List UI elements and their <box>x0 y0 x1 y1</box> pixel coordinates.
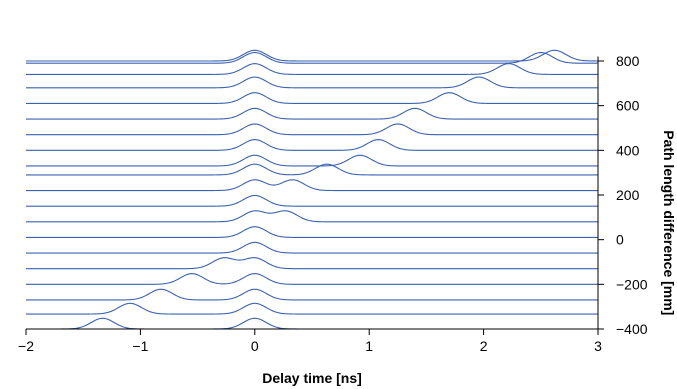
series-line <box>26 273 598 285</box>
y-tick-label: 0 <box>616 232 624 248</box>
y-tick-label: −200 <box>616 276 648 292</box>
x-tick-label: −2 <box>18 338 34 354</box>
series-line <box>26 154 598 167</box>
series-line <box>26 226 598 238</box>
series-line <box>26 302 598 315</box>
series-line <box>26 139 598 151</box>
series-line <box>26 76 598 89</box>
series-line <box>26 288 598 301</box>
x-tick-label: 1 <box>365 338 373 354</box>
series-group <box>26 49 598 330</box>
series-line <box>26 210 598 223</box>
series-line <box>26 179 598 192</box>
axes-group <box>26 56 599 330</box>
y-axis-label: Path length difference [mm] <box>661 130 677 315</box>
series-line <box>26 107 598 120</box>
y-tick-label: 600 <box>616 98 640 114</box>
y-tick-label: 200 <box>616 187 640 203</box>
series-line <box>26 63 598 75</box>
x-ticks: −2 −1 0 1 2 3 <box>18 329 602 354</box>
series-line <box>26 92 598 104</box>
series-line <box>26 49 598 62</box>
y-tick-label: −400 <box>616 321 648 337</box>
series-line <box>26 123 598 136</box>
y-tick-label: 800 <box>616 53 640 69</box>
y-ticks: −400 −200 0 200 400 600 800 <box>598 53 648 337</box>
series-line <box>26 257 598 270</box>
series-line <box>26 317 598 330</box>
x-tick-label: 0 <box>251 338 259 354</box>
x-tick-label: 2 <box>480 338 488 354</box>
x-tick-label: −1 <box>132 338 148 354</box>
x-axis-label: Delay time [ns] <box>262 370 362 386</box>
series-line <box>26 194 598 207</box>
series-line <box>26 163 598 176</box>
series-line <box>26 51 598 64</box>
x-tick-label: 3 <box>594 338 602 354</box>
y-tick-label: 400 <box>616 142 640 158</box>
series-line <box>26 241 598 254</box>
